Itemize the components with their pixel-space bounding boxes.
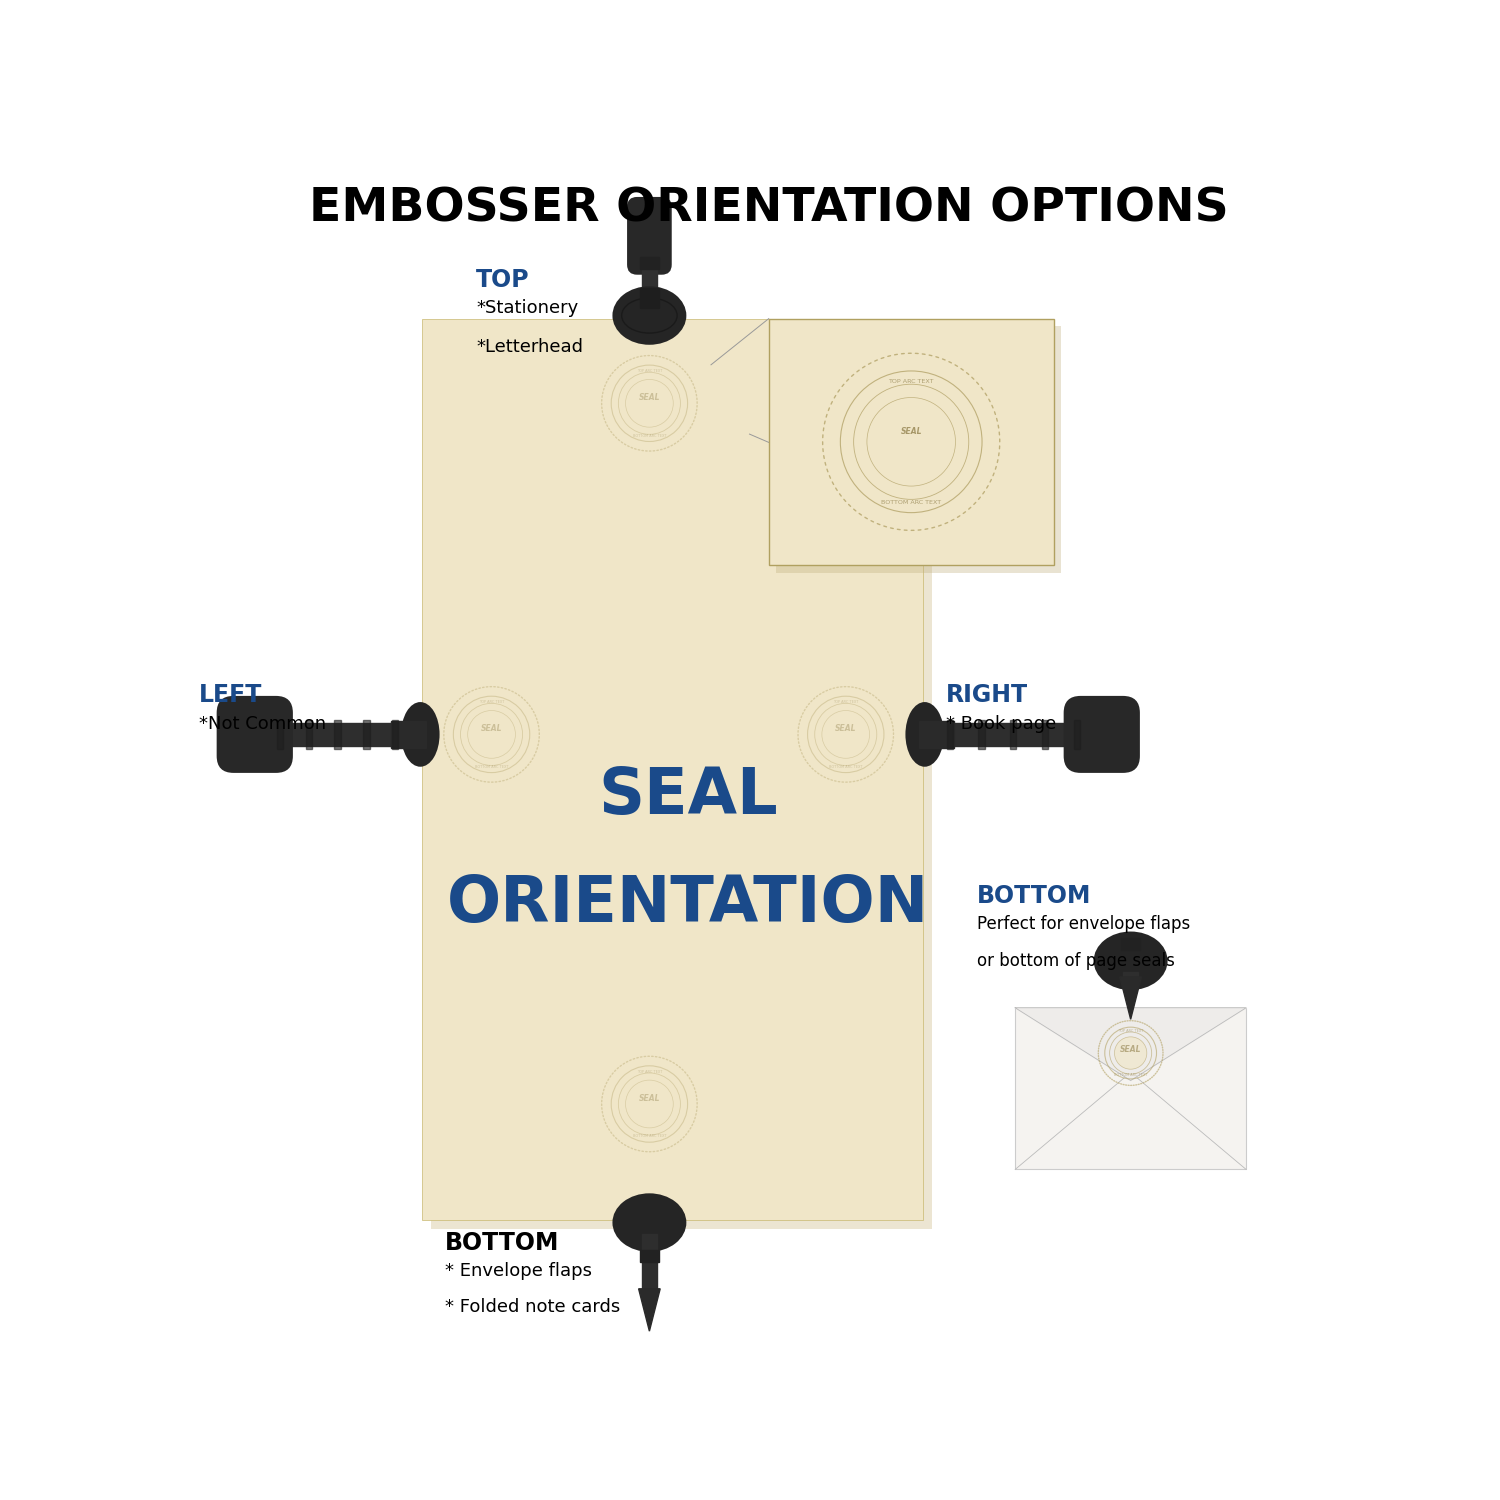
Text: BOTTOM: BOTTOM [976,884,1090,908]
Polygon shape [978,720,984,748]
Polygon shape [1042,720,1048,748]
Polygon shape [334,720,340,748]
Text: *Not Common: *Not Common [200,716,326,734]
Polygon shape [272,723,404,746]
Polygon shape [1010,720,1017,748]
Polygon shape [642,1234,657,1288]
Text: SEAL: SEAL [639,1094,660,1102]
Polygon shape [640,256,658,268]
Circle shape [626,1080,674,1128]
FancyBboxPatch shape [216,696,292,772]
Text: SEAL: SEAL [836,724,856,734]
Polygon shape [642,264,657,288]
Text: EMBOSSER ORIENTATION OPTIONS: EMBOSSER ORIENTATION OPTIONS [309,186,1228,231]
Text: or bottom of page seals: or bottom of page seals [976,951,1174,969]
Text: TOP ARC TEXT: TOP ARC TEXT [833,700,858,703]
Text: * Book page: * Book page [946,716,1056,734]
Polygon shape [276,720,284,748]
FancyBboxPatch shape [768,318,1053,566]
Text: *Letterhead: *Letterhead [476,338,584,356]
Polygon shape [1016,1008,1246,1080]
Text: * Envelope flaps: * Envelope flaps [446,1262,592,1280]
Text: TOP: TOP [476,267,530,291]
FancyBboxPatch shape [432,328,932,1228]
Text: *Stationery: *Stationery [476,300,579,318]
Text: TOP ARC TEXT: TOP ARC TEXT [888,380,934,384]
Text: TOP ARC TEXT: TOP ARC TEXT [478,700,504,703]
Text: TOP ARC TEXT: TOP ARC TEXT [1118,1029,1143,1033]
Text: BOTTOM ARC TEXT: BOTTOM ARC TEXT [830,765,862,770]
Polygon shape [306,720,312,748]
Polygon shape [640,288,658,308]
Text: LEFT: LEFT [200,684,262,708]
Circle shape [822,711,870,759]
Ellipse shape [612,286,687,345]
Polygon shape [639,1288,660,1330]
Polygon shape [392,720,426,748]
Text: RIGHT: RIGHT [946,684,1028,708]
Ellipse shape [400,702,439,766]
Polygon shape [920,720,954,748]
Ellipse shape [906,702,944,766]
Text: SEAL: SEAL [482,724,502,734]
Text: SEAL: SEAL [598,765,777,826]
Circle shape [867,398,956,486]
Text: Perfect for envelope flaps: Perfect for envelope flaps [976,915,1190,933]
Text: TOP ARC TEXT: TOP ARC TEXT [636,369,662,374]
FancyBboxPatch shape [777,327,1062,573]
FancyBboxPatch shape [1016,1008,1246,1170]
Circle shape [468,711,516,759]
Polygon shape [946,720,952,748]
Text: BOTTOM ARC TEXT: BOTTOM ARC TEXT [633,1134,666,1138]
Text: BOTTOM ARC TEXT: BOTTOM ARC TEXT [633,433,666,438]
Polygon shape [1074,720,1080,748]
FancyBboxPatch shape [423,318,922,1220]
Polygon shape [392,720,399,748]
Polygon shape [1120,976,1142,1020]
Polygon shape [363,720,369,748]
Text: BOTTOM ARC TEXT: BOTTOM ARC TEXT [476,765,508,770]
Text: SEAL: SEAL [639,393,660,402]
Text: SEAL: SEAL [1120,1044,1142,1053]
Polygon shape [1120,939,1140,950]
Polygon shape [640,1251,658,1262]
Polygon shape [942,723,1084,746]
Polygon shape [1124,972,1138,976]
Text: SEAL: SEAL [900,426,922,435]
Circle shape [626,380,674,427]
FancyBboxPatch shape [627,196,672,274]
Ellipse shape [612,1194,687,1252]
Text: * Folded note cards: * Folded note cards [446,1298,621,1316]
Ellipse shape [1094,932,1167,990]
Circle shape [1114,1036,1148,1070]
Text: BOTTOM ARC TEXT: BOTTOM ARC TEXT [1114,1072,1148,1077]
FancyBboxPatch shape [1064,696,1140,772]
Text: BOTTOM: BOTTOM [446,1232,560,1256]
Text: BOTTOM ARC TEXT: BOTTOM ARC TEXT [880,500,942,504]
Text: TOP ARC TEXT: TOP ARC TEXT [636,1070,662,1074]
Text: ORIENTATION: ORIENTATION [447,873,928,934]
